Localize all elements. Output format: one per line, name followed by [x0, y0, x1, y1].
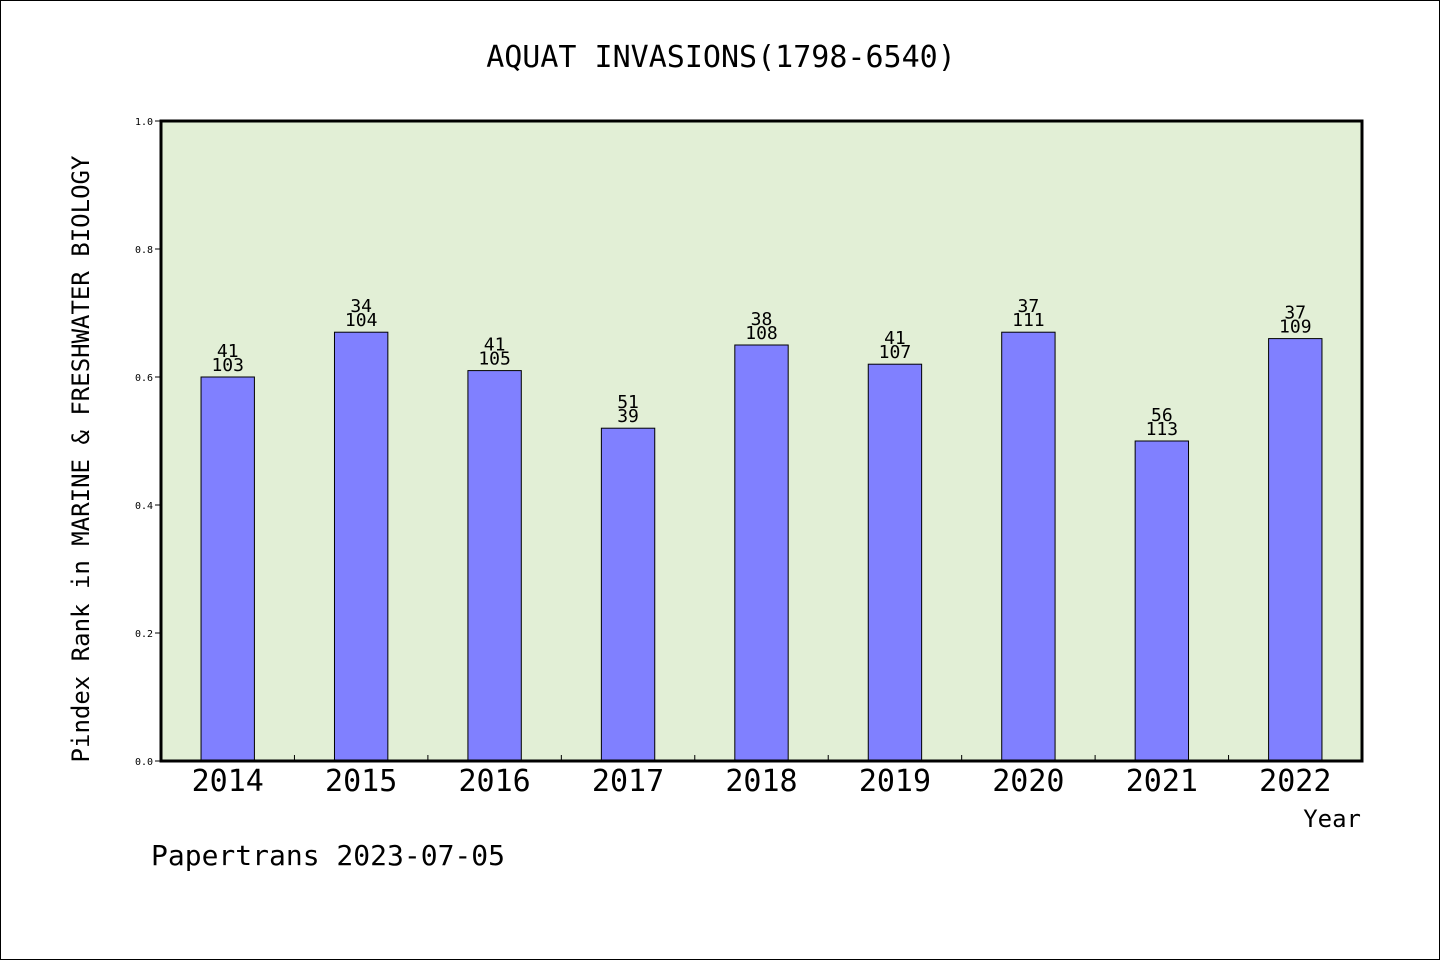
- x-tick-label: 2015: [325, 764, 397, 799]
- bar-2017: [600, 427, 656, 762]
- bar-2021: [1134, 440, 1190, 762]
- bar-count-label: 111: [1012, 310, 1045, 331]
- bar-rank-label: 37: [1284, 303, 1306, 324]
- bar-rank-label: 37: [1018, 296, 1040, 317]
- bar-count-label: 104: [345, 310, 378, 331]
- y-tick-label: 0.2: [135, 629, 153, 640]
- chart-title: AQUAT INVASIONS(1798-6540): [486, 40, 956, 75]
- bar-2020: [1001, 331, 1056, 762]
- bar-2016: [467, 370, 522, 762]
- y-tick-label: 0.6: [135, 373, 153, 384]
- bar-count-label: 107: [879, 342, 912, 363]
- bar-rank-label: 51: [617, 392, 639, 413]
- bar-2019: [867, 363, 923, 762]
- bar-rank-label: 41: [217, 341, 239, 362]
- bar-count-label: 105: [478, 349, 511, 370]
- x-tick-label: 2020: [992, 764, 1064, 799]
- x-tick-label: 2022: [1259, 764, 1331, 799]
- y-tick-label: 1.0: [135, 117, 153, 128]
- y-axis-label: Pindex Rank in MARINE & FRESHWATER BIOLO…: [67, 155, 95, 762]
- bar-rank-label: 41: [884, 328, 906, 349]
- y-tick-label: 0.4: [135, 501, 153, 512]
- bar-2015: [333, 331, 389, 762]
- bar-count-label: 109: [1279, 317, 1312, 338]
- bar-2014: [200, 376, 255, 762]
- y-axis: 0.0 0.2 0.4 0.6 0.8 1.0: [135, 117, 161, 768]
- x-tick-label: 2019: [859, 764, 931, 799]
- x-tick-label: 2016: [458, 764, 530, 799]
- bar-2022: [1268, 338, 1323, 762]
- x-axis: 2014 2015 2016 2017 2018 2019 2020 2021 2022: [192, 755, 1331, 799]
- plot-border: [159, 119, 1364, 763]
- bar-count-label: 39: [617, 406, 639, 427]
- y-tick-label: 0.0: [135, 757, 153, 768]
- bar-count-label: 103: [211, 355, 244, 376]
- footer-text: Papertrans 2023-07-05: [151, 839, 505, 872]
- bar-count-label: 108: [745, 323, 778, 344]
- x-tick-label: 2017: [592, 764, 664, 799]
- bars-group: [200, 331, 1323, 762]
- x-tick-label: 2021: [1126, 764, 1198, 799]
- bar-rank-label: 41: [484, 335, 506, 356]
- x-axis-label: Year: [1303, 805, 1361, 833]
- bar-count-label: 113: [1146, 419, 1179, 440]
- bar-rank-label: 56: [1151, 405, 1173, 426]
- y-tick-label: 0.8: [135, 245, 153, 256]
- bar-labels-group: 1034110434105413951108381074111137113561…: [211, 296, 1311, 440]
- bar-rank-label: 38: [751, 309, 773, 330]
- bar-2018: [734, 344, 789, 762]
- bar-rank-label: 34: [350, 296, 372, 317]
- x-tick-label: 2014: [192, 764, 264, 799]
- x-tick-label: 2018: [725, 764, 797, 799]
